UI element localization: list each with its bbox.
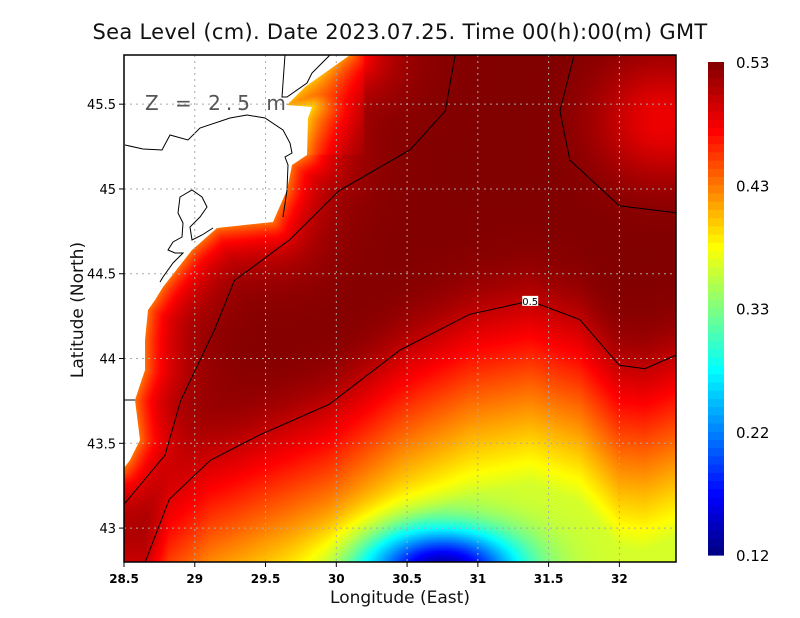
colorbar-segment xyxy=(708,407,724,416)
coastline xyxy=(159,189,214,283)
y-tick-label: 45.5 xyxy=(87,98,116,113)
plot-frame xyxy=(123,54,677,563)
colorbar-segment xyxy=(708,489,724,499)
colorbar-tick-label: 0.33 xyxy=(736,301,769,319)
colorbar-segment xyxy=(708,193,724,203)
colorbar-segment xyxy=(708,341,724,351)
colorbar-segment xyxy=(708,234,724,244)
colorbar-tick-label: 0.53 xyxy=(736,54,769,72)
colorbar-segment xyxy=(708,497,724,507)
colorbar-segment xyxy=(708,275,724,285)
colorbar-segment xyxy=(708,168,724,178)
y-tick-label: 43 xyxy=(99,522,116,537)
colorbar-segment xyxy=(708,103,724,112)
colorbar-segment xyxy=(708,144,724,153)
colorbar-segment xyxy=(708,546,724,556)
colorbar-segment xyxy=(708,366,724,375)
colorbar-segment xyxy=(708,160,724,170)
colorbar-segment xyxy=(708,448,724,457)
colorbar-segment xyxy=(708,382,724,392)
coastline xyxy=(281,54,331,98)
colorbar-segment xyxy=(708,357,724,367)
colorbar-segment xyxy=(708,456,724,466)
colorbar-segment xyxy=(708,127,724,137)
colorbar-segment xyxy=(708,398,724,408)
land-mass xyxy=(124,55,350,468)
colorbar-segment xyxy=(708,70,724,80)
colorbar-segment xyxy=(708,259,724,269)
colorbar-segment xyxy=(708,431,724,441)
colorbar-segment xyxy=(708,374,724,384)
colorbar-segment xyxy=(708,439,724,449)
y-tick-label: 44.5 xyxy=(87,268,116,283)
colorbar-segment xyxy=(708,86,724,96)
colorbar-segment xyxy=(708,94,724,104)
colorbar-segment xyxy=(708,530,724,540)
colorbar-segment xyxy=(708,111,724,121)
x-tick-label: 30 xyxy=(328,572,345,586)
colorbar-segment xyxy=(708,218,724,227)
colorbar-segment xyxy=(708,423,724,433)
y-axis-label: Latitude (North) xyxy=(68,241,88,379)
colorbar-segment xyxy=(708,283,724,293)
colorbar-segment xyxy=(708,522,724,531)
colorbar-segment xyxy=(708,316,724,326)
x-tick-label: 32 xyxy=(611,572,628,586)
x-tick-label: 30.5 xyxy=(392,572,422,586)
colorbar-segment xyxy=(708,250,724,260)
x-tick-label: 28.5 xyxy=(109,572,139,586)
colorbar-segment xyxy=(708,333,724,342)
colorbar-segment xyxy=(708,62,724,71)
contour-line xyxy=(123,54,456,505)
x-tick-label: 29 xyxy=(186,572,203,586)
colorbar-segment xyxy=(708,119,724,129)
colorbar-segment xyxy=(708,415,724,425)
y-tick-label: 43.5 xyxy=(87,437,116,452)
colorbar-segment xyxy=(708,185,724,195)
colorbar-segment xyxy=(708,390,724,400)
colorbar-segment xyxy=(708,505,724,515)
colorbar-segment xyxy=(708,481,724,490)
x-tick-label: 31.5 xyxy=(534,572,564,586)
colorbar-segment xyxy=(708,538,724,548)
colorbar-segment xyxy=(708,209,724,219)
colorbar-segment xyxy=(708,464,724,474)
colorbar-segment xyxy=(708,201,724,211)
coastline xyxy=(124,114,293,218)
colorbar-segment xyxy=(708,267,724,277)
colorbar-segment xyxy=(708,308,724,318)
colorbar-segment xyxy=(708,300,724,310)
colorbar-tick-label: 0.12 xyxy=(736,547,769,565)
colorbar-segment xyxy=(708,513,724,523)
colorbar-tick-label: 0.43 xyxy=(736,177,769,195)
colorbar-segment xyxy=(708,152,724,162)
contour-label: 0.5 xyxy=(522,297,538,308)
x-tick-label: 31 xyxy=(469,572,486,586)
colorbar-segment xyxy=(708,135,724,145)
chart-title: Sea Level (cm). Date 2023.07.25. Time 00… xyxy=(92,20,708,44)
colorbar-tick-label: 0.22 xyxy=(736,424,769,442)
colorbar-segment xyxy=(708,177,724,186)
y-tick-label: 44 xyxy=(99,353,116,368)
colorbar-segment xyxy=(708,242,724,252)
y-tick-label: 45 xyxy=(99,183,116,198)
contour-line xyxy=(144,300,677,563)
colorbar-segment xyxy=(708,226,724,236)
colorbar-segment xyxy=(708,78,724,88)
x-axis-label: Longitude (East) xyxy=(330,588,470,608)
depth-annotation: Z = 2.5 m xyxy=(145,91,291,115)
colorbar-segment xyxy=(708,349,724,359)
contour-label-background xyxy=(522,295,539,306)
colorbar-segment xyxy=(708,324,724,334)
x-tick-label: 29.5 xyxy=(251,572,281,586)
colorbar-segment xyxy=(708,472,724,482)
colorbar-segment xyxy=(708,292,724,301)
contour-line xyxy=(559,54,677,214)
